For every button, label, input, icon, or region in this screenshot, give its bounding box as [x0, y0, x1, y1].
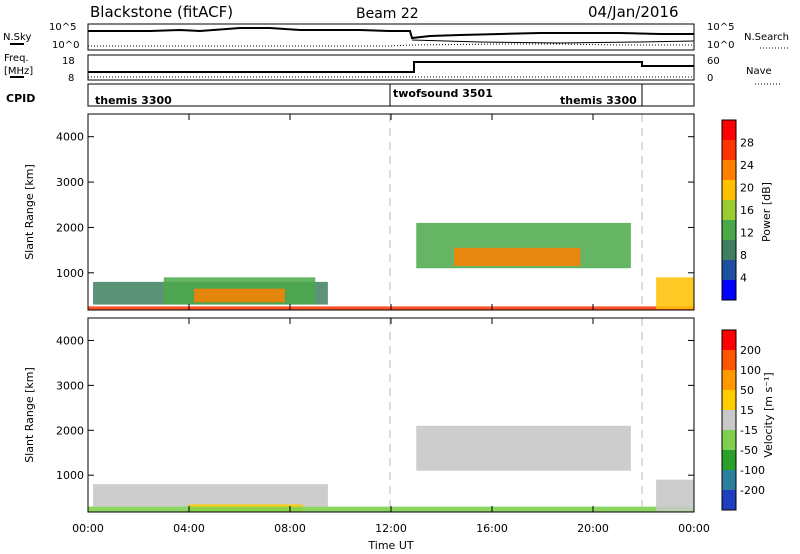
- power-colorbar-tick-6: 4: [740, 272, 747, 285]
- power-colorbar-tick-3: 16: [740, 204, 754, 217]
- xtick-label-5: 20:00: [577, 522, 609, 535]
- power-colorbar-swatch-4: [722, 200, 736, 220]
- velocity-colorbar-swatch-1: [722, 350, 736, 370]
- velocity-panel: 1000 2000 3000 4000 Slant Range [km]: [23, 317, 695, 513]
- power-ylabel: Slant Range [km]: [23, 164, 36, 260]
- freq-tick-low: 8: [68, 73, 74, 84]
- xtick-label-4: 16:00: [476, 522, 508, 535]
- xtick-label-3: 12:00: [375, 522, 407, 535]
- power-colorbar-swatch-2: [722, 160, 736, 180]
- power-ytick-label-3: 4000: [56, 131, 84, 144]
- power-y-ticks: 1000 2000 3000 4000: [56, 131, 694, 280]
- nsearch-tick-high: 10^5: [707, 22, 734, 33]
- power-colorbar-tick-2: 20: [740, 182, 754, 195]
- power-region-2: [194, 288, 285, 303]
- velocity-colorbar-tick-6: -100: [740, 464, 765, 477]
- freq-tick-high: 18: [62, 56, 75, 67]
- velocity-colorbar-swatch-4: [722, 410, 736, 430]
- nave-tick-high: 60: [707, 56, 720, 67]
- velocity-colorbar-tick-5: -50: [740, 444, 758, 457]
- cpid-segment-2: twofsound 3501: [393, 87, 493, 100]
- velocity-y-ticks: 1000 2000 3000 4000: [56, 334, 694, 482]
- power-colorbar-swatch-5: [722, 220, 736, 240]
- nsearch-label: N.Search: [744, 32, 789, 43]
- velocity-colorbar-tick-7: -200: [740, 484, 765, 497]
- nsearch-line: [88, 43, 694, 47]
- power-colorbar-swatch-3: [722, 180, 736, 200]
- velocity-colorbar-swatch-0: [722, 330, 736, 350]
- x-axis-label: Time UT: [367, 539, 413, 552]
- nsky-label: N.Sky: [3, 32, 31, 43]
- nsky-tick-low: 10^0: [52, 40, 79, 51]
- velocity-colorbar-swatch-6: [722, 450, 736, 470]
- power-colorbar-swatch-8: [722, 280, 736, 300]
- cpid-label: CPID: [6, 92, 35, 105]
- xtick-label-6: 00:00: [678, 522, 710, 535]
- velocity-region-0: [93, 484, 328, 507]
- nsky-panel: [87, 23, 695, 51]
- nave-tick-low: 0: [707, 73, 713, 84]
- power-colorbar-label: Power [dB]: [760, 182, 773, 242]
- freq-unit-label: [MHz]: [4, 66, 33, 77]
- velocity-colorbar-tick-1: 100: [740, 364, 761, 377]
- velocity-ylabel: Slant Range [km]: [23, 367, 36, 463]
- power-colorbar-swatch-6: [722, 240, 736, 260]
- velocity-colorbar-swatch-8: [722, 490, 736, 510]
- power-ytick-label-2: 3000: [56, 176, 84, 189]
- power-ytick-label-1: 2000: [56, 221, 84, 234]
- velocity-colorbar-swatch-3: [722, 390, 736, 410]
- nsky-tick-high: 10^5: [49, 22, 76, 33]
- power-colorbar-tick-5: 8: [740, 249, 747, 262]
- x-axis-ticks: 00:00 04:00 08:00 12:00 16:00 20:00 00:00: [72, 114, 710, 535]
- beam-label: Beam 22: [356, 6, 419, 22]
- freq-panel: [87, 54, 695, 81]
- xtick-label-1: 04:00: [173, 522, 205, 535]
- cpid-segment-1: themis 3300: [95, 94, 172, 107]
- velocity-colorbar-tick-2: 50: [740, 384, 754, 397]
- nsearch-line-2: [411, 39, 695, 44]
- power-colorbar-tick-0: 28: [740, 137, 754, 150]
- velocity-ytick-label-3: 4000: [56, 334, 84, 347]
- velocity-ytick-label-1: 2000: [56, 424, 84, 437]
- cpid-panel: [87, 83, 695, 107]
- plot-title: Blackstone (fitACF): [90, 3, 233, 21]
- velocity-colorbar-swatch-7: [722, 470, 736, 490]
- power-regions: [88, 222, 694, 310]
- freq-line: [88, 61, 694, 73]
- nsky-line: [88, 27, 694, 40]
- velocity-colorbar-tick-3: 15: [740, 404, 754, 417]
- power-ytick-label-0: 1000: [56, 267, 84, 280]
- power-colorbar-swatch-1: [722, 140, 736, 160]
- power-region-6: [656, 277, 694, 310]
- velocity-colorbar: 200 100 50 15 -15 -50 -100 -200: [721, 329, 765, 511]
- power-colorbar-swatch-0: [722, 120, 736, 140]
- velocity-colorbar-tick-0: 200: [740, 344, 761, 357]
- velocity-colorbar-swatch-2: [722, 370, 736, 390]
- cpid-segment-3: themis 3300: [560, 94, 637, 107]
- velocity-colorbar-label: Velocity [m s⁻¹]: [762, 372, 775, 457]
- freq-label: Freq.: [4, 53, 29, 64]
- power-colorbar-swatch-7: [722, 260, 736, 280]
- velocity-region-2: [416, 425, 631, 471]
- velocity-ytick-label-0: 1000: [56, 469, 84, 482]
- velocity-region-4: [656, 479, 694, 512]
- power-colorbar-tick-1: 24: [740, 159, 754, 172]
- power-region-5: [454, 247, 581, 266]
- nave-label: Nave: [746, 66, 772, 77]
- velocity-colorbar-tick-4: -15: [740, 424, 758, 437]
- power-panel: 1000 2000 3000 4000 Slant Range [km]: [23, 113, 695, 311]
- xtick-label-0: 00:00: [72, 522, 104, 535]
- nsearch-tick-low: 10^0: [707, 40, 734, 51]
- velocity-ytick-label-2: 3000: [56, 379, 84, 392]
- velocity-colorbar-swatch-5: [722, 430, 736, 450]
- date-label: 04/Jan/2016: [588, 3, 679, 21]
- power-colorbar-tick-4: 12: [740, 227, 754, 240]
- power-colorbar: 28 24 20 16 12 8 4: [721, 119, 754, 301]
- xtick-label-2: 08:00: [274, 522, 306, 535]
